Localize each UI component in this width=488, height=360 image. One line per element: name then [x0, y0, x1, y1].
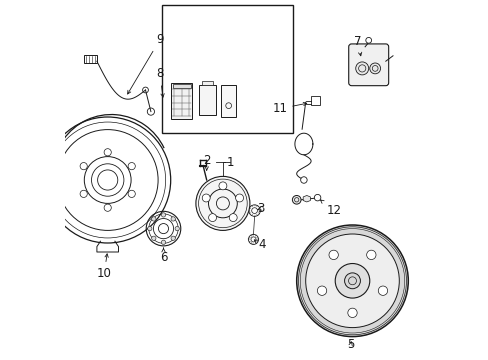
Circle shape	[196, 176, 249, 230]
Circle shape	[355, 62, 368, 75]
Circle shape	[366, 250, 375, 260]
Text: 12: 12	[320, 200, 341, 217]
Circle shape	[161, 240, 165, 244]
Circle shape	[151, 217, 156, 221]
Text: 3: 3	[257, 202, 264, 215]
Circle shape	[378, 286, 387, 296]
Bar	[201, 81, 213, 85]
Text: 11: 11	[272, 102, 306, 115]
Circle shape	[235, 194, 243, 202]
Text: 5: 5	[346, 338, 354, 351]
Text: 7: 7	[353, 35, 361, 56]
Text: 4: 4	[254, 238, 265, 251]
Bar	[84, 55, 97, 63]
Bar	[310, 96, 320, 105]
FancyBboxPatch shape	[348, 44, 388, 86]
Circle shape	[219, 182, 226, 190]
Circle shape	[171, 236, 175, 240]
Bar	[172, 84, 190, 88]
Circle shape	[347, 308, 356, 318]
Bar	[162, 5, 292, 133]
Circle shape	[147, 226, 152, 231]
Circle shape	[328, 250, 338, 260]
Circle shape	[369, 63, 380, 74]
Circle shape	[344, 273, 360, 289]
Text: 8: 8	[156, 67, 164, 97]
Bar	[221, 85, 235, 117]
Circle shape	[142, 87, 148, 93]
Circle shape	[175, 226, 179, 231]
Circle shape	[202, 194, 210, 202]
Circle shape	[300, 177, 306, 183]
Circle shape	[208, 213, 216, 221]
Circle shape	[161, 213, 165, 217]
Circle shape	[151, 236, 156, 240]
Circle shape	[229, 213, 237, 221]
Circle shape	[365, 37, 371, 43]
Text: 9: 9	[127, 33, 163, 94]
Bar	[199, 85, 216, 115]
Text: 1: 1	[226, 156, 233, 168]
Circle shape	[317, 286, 326, 296]
Polygon shape	[303, 195, 310, 202]
Text: 2: 2	[203, 154, 210, 170]
Text: 6: 6	[160, 248, 167, 264]
Circle shape	[335, 264, 369, 298]
Bar	[170, 83, 192, 119]
Circle shape	[305, 234, 399, 328]
Circle shape	[171, 217, 175, 221]
Circle shape	[292, 195, 301, 204]
Circle shape	[314, 194, 320, 201]
Circle shape	[147, 108, 154, 115]
Text: 10: 10	[97, 254, 111, 280]
Circle shape	[296, 225, 407, 337]
